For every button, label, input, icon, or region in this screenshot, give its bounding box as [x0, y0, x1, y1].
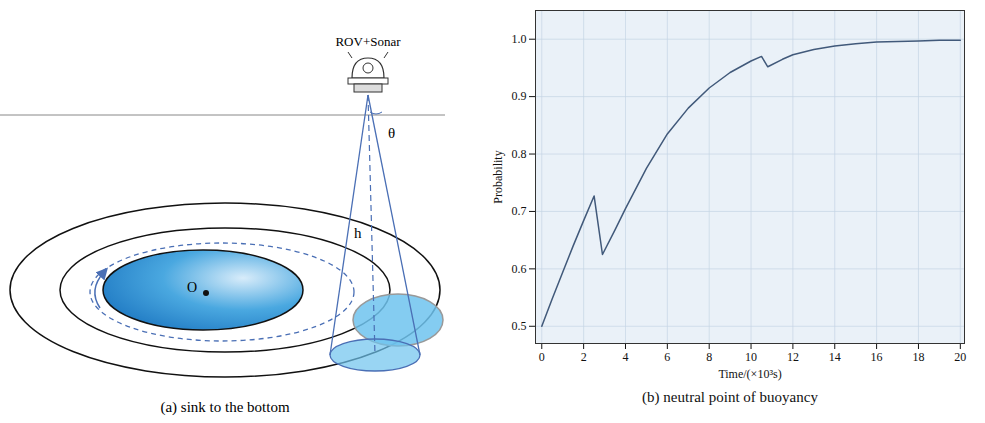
svg-text:0.6: 0.6 — [511, 262, 526, 276]
svg-text:0: 0 — [538, 350, 544, 364]
svg-text:Probability: Probability — [491, 150, 505, 203]
html-text:(b) neutral point of buoyancy: (b) neutral point of buoyancy — [642, 389, 818, 405]
svg-text:14: 14 — [828, 350, 840, 364]
svg-text:12: 12 — [786, 350, 798, 364]
svg-text:4: 4 — [622, 350, 628, 364]
svg-text:0.9: 0.9 — [511, 89, 526, 103]
svg-text:8: 8 — [706, 350, 712, 364]
svg-text:10: 10 — [745, 350, 757, 364]
svg-text:2: 2 — [580, 350, 586, 364]
svg-text:h: h — [354, 225, 362, 241]
svg-text:(a) sink to the bottom: (a) sink to the bottom — [160, 399, 289, 416]
svg-text:18: 18 — [912, 350, 924, 364]
svg-text:0.8: 0.8 — [511, 147, 526, 161]
svg-text:16: 16 — [870, 350, 882, 364]
svg-text:6: 6 — [664, 350, 670, 364]
svg-text:20: 20 — [954, 350, 966, 364]
svg-text:O: O — [187, 280, 197, 295]
svg-text:ROV+Sonar: ROV+Sonar — [335, 34, 401, 49]
svg-text:Time/(×10³s): Time/(×10³s) — [718, 367, 781, 381]
svg-text:0.7: 0.7 — [511, 204, 526, 218]
svg-text:0.5: 0.5 — [511, 319, 526, 333]
svg-text:1.0: 1.0 — [511, 32, 526, 46]
svg-text:θ: θ — [388, 125, 395, 141]
